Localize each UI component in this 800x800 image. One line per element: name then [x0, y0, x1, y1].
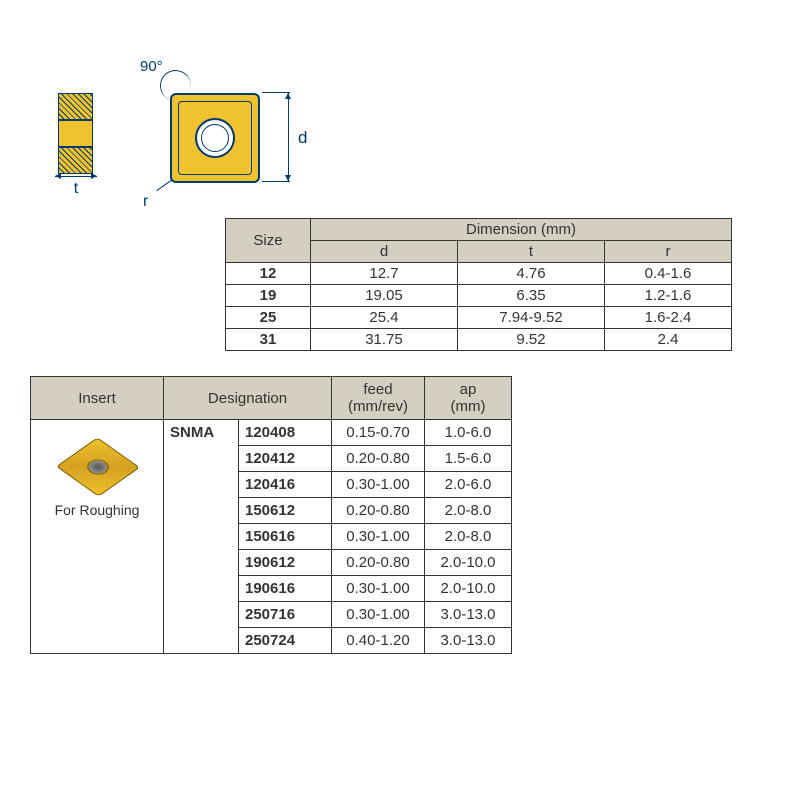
d-dimension-line [288, 93, 289, 181]
t-dimension-line [55, 176, 97, 177]
d-subheader: d [311, 241, 458, 263]
t-dimension-label: t [55, 180, 97, 198]
r-cell: 2.4 [605, 329, 732, 351]
d-extension-bottom [262, 181, 290, 182]
size-cell: 12 [226, 263, 311, 285]
d-cell: 19.05 [311, 285, 458, 307]
size-row: 19 19.05 6.35 1.2-1.6 [226, 285, 732, 307]
designation-header: Designation [164, 377, 332, 420]
insert-header: Insert [31, 377, 164, 420]
angle-label: 90° [140, 58, 163, 75]
t-cell: 4.76 [458, 263, 605, 285]
ap-cell: 1.5-6.0 [425, 446, 512, 472]
ap-cell: 2.0-6.0 [425, 472, 512, 498]
feed-cell: 0.30-1.00 [332, 576, 425, 602]
t-cell: 9.52 [458, 329, 605, 351]
size-row: 25 25.4 7.94-9.52 1.6-2.4 [226, 307, 732, 329]
code-cell: 150616 [239, 524, 332, 550]
size-header: Size [226, 219, 311, 263]
code-cell: 250716 [239, 602, 332, 628]
side-hatch-bottom [58, 147, 93, 174]
feed-cell: 0.30-1.00 [332, 472, 425, 498]
t-cell: 6.35 [458, 285, 605, 307]
ap-cell: 2.0-10.0 [425, 550, 512, 576]
size-row: 31 31.75 9.52 2.4 [226, 329, 732, 351]
r-cell: 1.2-1.6 [605, 285, 732, 307]
code-cell: 120412 [239, 446, 332, 472]
ap-cell: 1.0-6.0 [425, 420, 512, 446]
ap-cell: 2.0-8.0 [425, 524, 512, 550]
code-cell: 250724 [239, 628, 332, 654]
ap-header: ap(mm) [425, 377, 512, 420]
dimension-header: Dimension (mm) [311, 219, 732, 241]
feed-cell: 0.20-0.80 [332, 446, 425, 472]
feed-cell: 0.30-1.00 [332, 602, 425, 628]
feed-cell: 0.40-1.20 [332, 628, 425, 654]
insert-3d-icon [67, 436, 127, 496]
designation-prefix: SNMA [164, 420, 239, 654]
r-cell: 0.4-1.6 [605, 263, 732, 285]
ap-cell: 2.0-8.0 [425, 498, 512, 524]
front-view [170, 93, 260, 183]
code-cell: 120408 [239, 420, 332, 446]
r-leader-line [156, 180, 171, 191]
feed-cell: 0.30-1.00 [332, 524, 425, 550]
r-cell: 1.6-2.4 [605, 307, 732, 329]
insert-square [170, 93, 260, 183]
code-cell: 120416 [239, 472, 332, 498]
feed-cell: 0.20-0.80 [332, 550, 425, 576]
feed-header: feed(mm/rev) [332, 377, 425, 420]
code-cell: 190612 [239, 550, 332, 576]
d-cell: 31.75 [311, 329, 458, 351]
code-cell: 190616 [239, 576, 332, 602]
r-subheader: r [605, 241, 732, 263]
code-cell: 150612 [239, 498, 332, 524]
side-view [58, 93, 93, 173]
size-cell: 25 [226, 307, 311, 329]
size-dimension-table: Size Dimension (mm) d t r 12 12.7 4.76 0… [225, 218, 732, 351]
side-hatch-top [58, 93, 93, 120]
feed-cell: 0.20-0.80 [332, 498, 425, 524]
designation-table: Insert Designation feed(mm/rev) ap(mm) F… [30, 376, 512, 654]
ap-cell: 3.0-13.0 [425, 602, 512, 628]
t-cell: 7.94-9.52 [458, 307, 605, 329]
insert-hole [195, 118, 235, 158]
side-middle [58, 120, 93, 147]
size-cell: 31 [226, 329, 311, 351]
feed-cell: 0.15-0.70 [332, 420, 425, 446]
table-row: For Roughing SNMA 120408 0.15-0.70 1.0-6… [31, 420, 512, 446]
r-dimension-label: r [143, 193, 148, 211]
d-dimension-label: d [298, 128, 307, 148]
t-subheader: t [458, 241, 605, 263]
size-row: 12 12.7 4.76 0.4-1.6 [226, 263, 732, 285]
size-cell: 19 [226, 285, 311, 307]
insert-image-cell: For Roughing [31, 420, 164, 654]
ap-cell: 2.0-10.0 [425, 576, 512, 602]
d-cell: 12.7 [311, 263, 458, 285]
d-cell: 25.4 [311, 307, 458, 329]
insert-caption: For Roughing [37, 502, 157, 518]
ap-cell: 3.0-13.0 [425, 628, 512, 654]
